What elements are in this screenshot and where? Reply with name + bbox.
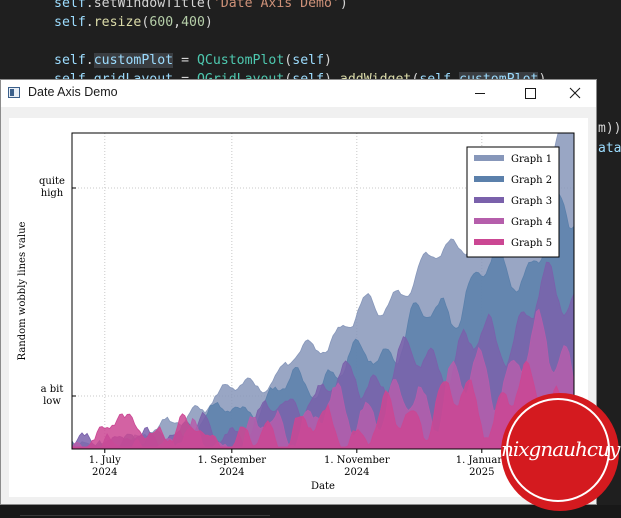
legend-swatch [474,155,504,161]
y-tick-label: high [41,188,64,199]
stamp-text: nixgnauhcuy [501,437,620,461]
minimize-button[interactable] [457,80,503,107]
maximize-icon [525,88,536,99]
x-tick-label: 1. September [198,455,267,466]
code-fragment: ata [598,141,621,156]
legend-entry: Graph 4 [511,217,552,228]
axis-rect [71,132,575,450]
legend-entry: Graph 2 [511,175,552,186]
window-title: Date Axis Demo [28,85,118,99]
legend-entry: Graph 5 [511,238,552,249]
legend-swatch [474,218,504,224]
x-tick-label: 2024 [219,467,244,478]
minimize-icon [475,93,485,94]
app-icon [8,87,20,98]
maximize-button[interactable] [507,80,553,107]
x-tick-label: 1. July [89,455,121,466]
legend-swatch [474,176,504,182]
x-tick-label: 1. November [324,455,390,466]
y-tick-label: quite [39,176,65,187]
close-button[interactable] [552,80,598,107]
x-tick-label: 1. January [456,455,508,466]
code-line: self.customPlot = QCustomPlot(self) [54,53,332,68]
x-tick-label: 2024 [92,467,117,478]
legend-entry: Graph 3 [511,196,552,207]
custom-plot[interactable]: 1. July 2024 1. September 2024 1. November 20… [9,118,588,497]
series-area-5 [72,360,574,449]
editor-bottom-strip [0,505,621,518]
stamp-ring [506,398,610,502]
y-tick-label: low [43,396,61,407]
legend-entry: Graph 1 [511,154,552,165]
date-axis-demo-window: Date Axis Demo [0,79,597,505]
code-fragment: m)) [598,121,621,136]
code-line: self.setWindowTitle('Date Axis Demo') [54,0,348,11]
legend-swatch [474,197,504,203]
x-axis-label: Date [311,481,335,492]
close-icon [569,87,581,99]
watermark-stamp: nixgnauhcuy [501,393,620,511]
code-line: self.resize(600,400) [54,15,213,30]
y-tick-label: a bit [41,384,64,395]
x-tick-label: 2024 [344,467,369,478]
x-tick-label: 2025 [469,467,494,478]
title-bar[interactable]: Date Axis Demo [1,80,596,107]
y-axis-label: Random wobbly lines value [17,221,28,360]
legend-swatch [474,239,504,245]
